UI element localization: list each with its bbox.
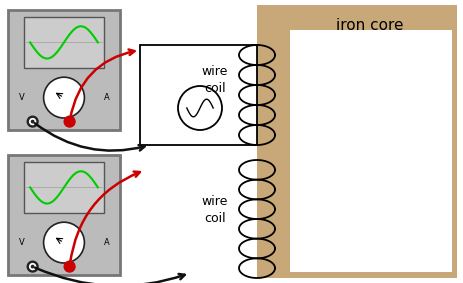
- Circle shape: [64, 116, 75, 127]
- Bar: [8, 155, 120, 275]
- Circle shape: [27, 261, 38, 272]
- Circle shape: [30, 263, 36, 270]
- Bar: [24, 17, 104, 68]
- Text: wire
coil: wire coil: [202, 65, 228, 95]
- Circle shape: [31, 120, 34, 123]
- Text: iron core: iron core: [336, 18, 404, 33]
- Circle shape: [178, 86, 222, 130]
- Bar: [290, 30, 452, 272]
- Circle shape: [27, 116, 38, 127]
- Bar: [8, 10, 120, 130]
- Text: A: A: [104, 238, 109, 247]
- Circle shape: [44, 222, 84, 263]
- Text: V: V: [19, 93, 25, 102]
- Bar: [257, 5, 457, 278]
- Bar: [140, 45, 257, 145]
- Bar: [24, 162, 104, 213]
- Circle shape: [44, 77, 84, 118]
- Circle shape: [64, 261, 75, 272]
- Text: V: V: [19, 238, 25, 247]
- Circle shape: [31, 265, 34, 268]
- Text: A: A: [104, 93, 109, 102]
- Circle shape: [30, 119, 36, 125]
- Text: wire
coil: wire coil: [202, 195, 228, 225]
